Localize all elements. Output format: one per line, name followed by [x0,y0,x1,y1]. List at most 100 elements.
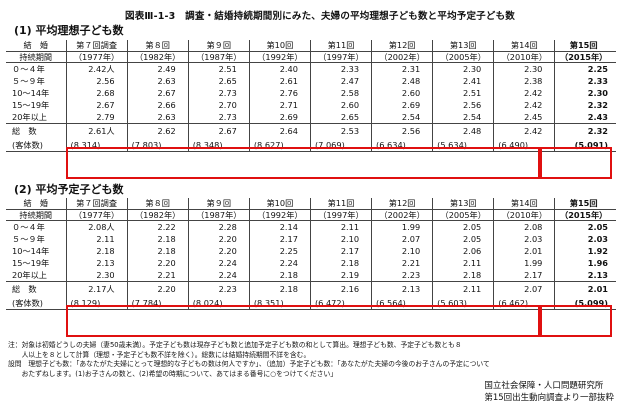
column-header: 第14回 [493,40,555,52]
highlight-box [540,147,612,179]
table-cell: 2.71 [248,99,311,111]
table-cell: 2.30 [65,269,128,282]
table-cell: 2.10 [371,245,433,257]
section-title-planned: (2) 平均予定子ども数 [14,183,124,196]
total-cell: 2.56 [371,123,433,138]
table-cell: 2.11 [309,220,372,233]
table-cell: 2.69 [248,111,311,124]
column-year: （1977年） [65,209,128,221]
table-cell: 2.70 [187,99,250,111]
table-row: 20年以上 2.30 2.21 2.24 2.18 2.19 2.23 2.18 2.17 2.1… [6,269,616,282]
table-cell: 2.21 [126,269,189,282]
column-year: （1992年） [248,51,311,63]
table-cell: 2.22 [126,220,189,233]
footnote-line: 注：対象は初婚どうしの夫婦（妻50歳未満）。予定子ども数は現存子ども数と追加予定… [8,341,462,349]
table-cell: 2.30 [554,87,616,99]
total-cell: 2.07 [493,281,555,296]
table-cell: 2.65 [187,75,250,87]
table-cell: 2.17 [309,245,372,257]
total-cell: 2.32 [554,123,616,138]
table-cell: 2.20 [187,233,250,245]
table-cell: 2.18 [432,269,494,282]
table-cell: 2.65 [309,111,372,124]
column-year: （1987年） [187,209,250,221]
table-cell: 2.18 [65,245,128,257]
table-cell: 2.14 [248,220,311,233]
column-year: （2002年） [371,209,433,221]
table-cell: 2.08人 [65,220,128,233]
table-cell: 2.24 [187,257,250,269]
section-title-ideal: (1) 平均理想子ども数 [14,24,124,37]
table-cell: 2.25 [554,62,616,75]
table-cell: 2.48 [371,75,433,87]
row-label: 10～14年 [12,246,50,256]
column-year: （1987年） [187,51,250,63]
column-header: 第７回調査 [65,198,128,210]
table-cell: 2.67 [65,99,128,111]
column-year: （2015年） [554,51,616,63]
total-cell: 2.20 [126,281,189,296]
column-header: 第14回 [493,198,555,210]
table-body: ０～４年 2.08人 2.22 2.28 2.14 2.11 1.99 2.05 2.08 2.0… [6,220,616,310]
table-cell: 2.58 [309,87,372,99]
column-header: 第15回 [554,40,616,52]
table-cell: 2.40 [248,62,311,75]
column-header: 第13回 [432,198,494,210]
table-cell: 2.08 [493,220,555,233]
row-label: (客体数) [6,138,66,152]
table-cell: 2.42 [493,99,555,111]
table-cell: 1.92 [554,245,616,257]
total-cell: 2.62 [126,123,189,138]
table-row: ５～９年 2.56 2.63 2.65 2.61 2.47 2.48 2.41 2.38 2.33 [6,75,616,87]
column-header: 第８回 [126,40,189,52]
table-cell: 2.54 [432,111,494,124]
table-cell: 2.45 [493,111,555,124]
table-cell: 2.05 [432,220,494,233]
total-cell: 2.23 [187,281,250,296]
table-cell: 2.20 [126,257,189,269]
table-cell: 2.17 [493,269,555,282]
total-cell: 2.64 [248,123,311,138]
table-cell: 1.96 [554,257,616,269]
table-cell: 2.67 [126,87,189,99]
table-cell: 2.38 [493,75,555,87]
table-cell: 1.99 [371,220,433,233]
column-year: （2005年） [432,209,494,221]
footnote-line: 設問 理想子ども数：「あなたがた夫婦にとって理想的な子どもの数は何人ですか」、（… [8,360,490,368]
row-label: 総 数 [12,126,37,136]
total-cell: 2.01 [554,281,616,296]
table-cell: 2.61 [248,75,311,87]
column-header: 第12回 [371,198,433,210]
column-header: 第８回 [126,198,189,210]
source-line: 第15回出生動向調査より一部抜粋 [484,393,614,403]
footnotes: 注：対象は初婚どうしの夫婦（妻50歳未満）。予定子ども数は現存子ども数と追加予定… [8,341,490,379]
total-cell: 2.53 [309,123,372,138]
table-cell: 2.23 [371,269,433,282]
row-label: 20年以上 [6,269,66,282]
table-cell: 2.25 [248,245,311,257]
column-header: 第９回 [187,40,250,52]
table-cell: 2.73 [187,87,250,99]
table-cell: 2.07 [371,233,433,245]
table-cell: 2.18 [248,269,311,282]
table-cell: 2.31 [371,62,433,75]
table-cell: 2.28 [187,220,250,233]
table-cell: 2.13 [65,257,128,269]
footnote-line: おたずねします。(1)お子さんの数と、(2)希望の時期について、あてはまる番号に… [8,369,338,378]
total-cell: 2.11 [432,281,494,296]
total-row: 総 数 2.61人 2.62 2.67 2.64 2.53 2.56 2.48 2.42 2.32 [6,123,616,138]
table-cell: 2.47 [309,75,372,87]
row-header-label: 持続期間 [6,51,66,63]
column-year: （2002年） [371,51,433,63]
table-cell: 2.32 [554,99,616,111]
table-cell: 2.63 [126,111,189,124]
table-cell: 2.66 [126,99,189,111]
table-cell: 2.18 [126,233,189,245]
column-header: 第７回調査 [65,40,128,52]
row-header-label: 結 婚 [6,198,66,210]
row-label: 10～14年 [12,88,50,98]
total-cell: 2.42 [493,123,555,138]
row-label: ０～４年 [12,222,45,232]
column-year: （1977年） [65,51,128,63]
highlight-box [66,305,540,337]
